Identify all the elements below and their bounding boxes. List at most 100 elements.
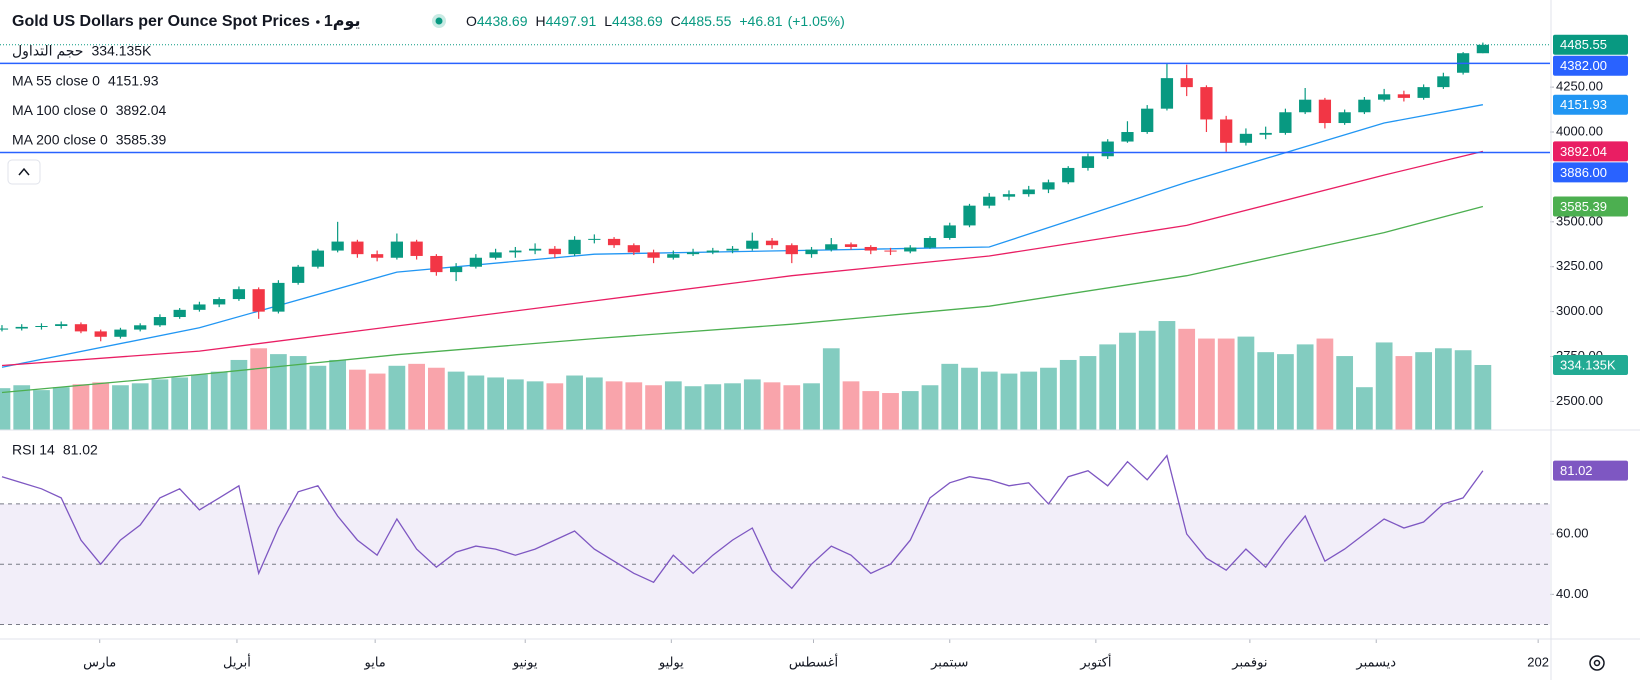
moving-average [1,205,1484,394]
volume-bar [743,379,761,430]
candle-body [568,239,581,255]
volume-bar [1395,356,1413,430]
price-badge-label: 4382.00 [1560,58,1607,73]
volume-bar [1099,344,1117,430]
candle-body [1279,112,1292,133]
candle-body [1160,78,1174,109]
candle-body [272,282,285,312]
volume-bar [1296,344,1314,430]
volume-bar [1375,342,1393,430]
candle-body [884,250,897,252]
candle-body [864,246,877,251]
candle-body [469,257,482,267]
volume-bar [230,359,248,430]
candle-body [509,250,522,253]
y-tick-label: 3500.00 [1556,213,1603,228]
indicator-name: RSI 14 [12,442,55,458]
volume-bar [1257,352,1275,430]
ohlc-key: O [466,13,477,29]
volume-bar [605,381,623,430]
volume-bar [151,379,169,430]
volume-bar [52,387,70,430]
ohlc-key: L [604,13,612,29]
candle-body [449,266,463,273]
rsi-layer [0,454,1550,626]
candle-body [548,248,561,255]
volume-bar [487,377,504,430]
candle-body [410,241,423,256]
candle-body [1022,189,1035,195]
y-tick-label: 4000.00 [1556,123,1603,138]
collapse-button[interactable] [7,159,41,185]
collapse-button-frame[interactable] [7,159,41,185]
candle-body [213,299,226,305]
candle-body [94,331,107,337]
volume-bar [1178,328,1196,430]
candle-body [1121,132,1134,142]
ohlc-legend: O4438.69 H4497.91 L4438.69 C4485.55 +46.81 (+… [466,13,845,29]
volume-bar [210,371,228,430]
price-badge [1553,34,1628,55]
volume-bar [980,371,998,430]
volume-bar [1198,338,1215,430]
price-badge-label: 4485.55 [1560,37,1607,52]
volume-bar [368,373,386,430]
volume-bar [882,393,899,430]
volume-bar [901,391,919,430]
volume-bar [1000,373,1018,430]
volume-bar [1059,359,1077,430]
candle-body [1239,133,1253,143]
candle-body [1338,112,1351,124]
price-badge [1553,55,1628,76]
ohlc-key: C [671,13,681,29]
settings-button[interactable] [1589,655,1605,671]
volume-bar [270,354,287,430]
y-tick-label: 3250.00 [1556,258,1603,273]
candle-body [805,249,818,255]
x-tick-label: مارس [83,654,116,670]
volume-bar [625,382,643,430]
volume-bar [1217,338,1235,430]
volume-bar [1356,387,1373,430]
volume-bar [1454,350,1472,430]
change: +46.81 [739,13,782,29]
candle-body [430,255,443,273]
volume-bar [447,371,465,430]
volume-bar [1336,356,1354,430]
volume-bar [13,385,31,430]
volume-bar [191,374,208,430]
candle-body [331,241,344,251]
volume-bar [921,385,939,430]
axis-layer: 2500.002750.003000.003250.003500.004000.… [83,34,1628,670]
volume-bar [585,377,603,430]
gear-inner [1593,659,1601,667]
candle-body [686,252,700,255]
candle-body [193,304,206,310]
candle-body [1220,119,1233,143]
ohlc-value: 4485.55 [681,13,732,29]
volume-bar [1435,348,1452,430]
volume-bar [388,365,406,430]
volume-bar [1474,364,1492,430]
candle-body [134,325,147,330]
candle-body [292,266,305,283]
candle-body [647,252,660,258]
candle-body [904,247,917,252]
candle-body [15,326,28,329]
price-badge [1553,196,1628,217]
gear-outer[interactable] [1589,655,1605,671]
price-badge [1553,354,1628,375]
indicator-value: 3585.39 [116,132,167,148]
candle-body [1141,108,1154,133]
volume-bar [289,356,307,430]
candle-body [252,289,265,312]
volume-bar [250,348,268,430]
ohlc-value: 4438.69 [612,13,663,29]
x-tick-label: نوفمبر [1231,654,1267,670]
rsi-line [1,454,1484,590]
indicator-value: 4151.93 [108,73,159,89]
volume-bar [131,383,149,430]
volume-bar [33,390,50,430]
volume-bar [822,348,840,430]
x-tick-label: يونيو [512,654,538,670]
